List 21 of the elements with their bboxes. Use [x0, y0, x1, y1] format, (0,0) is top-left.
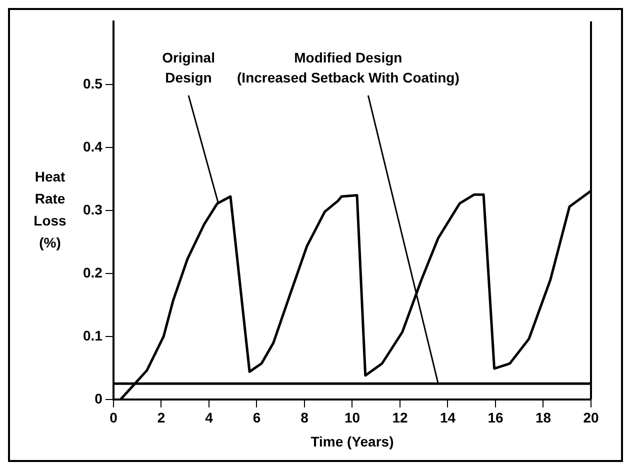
x-tick-label: 6 — [252, 410, 261, 426]
x-tick-label: 14 — [440, 410, 456, 426]
x-tick-label: 16 — [488, 410, 504, 426]
y-tick-label: 0.3 — [82, 201, 103, 218]
y-axis-title: Heat Rate Loss (%) — [34, 168, 67, 250]
annotation: Original Design — [162, 49, 215, 86]
x-tick-label: 8 — [300, 410, 309, 426]
y-tick-label: 0.5 — [82, 75, 103, 92]
x-axis-title: Time (Years) — [310, 433, 394, 450]
x-tick-label: 2 — [157, 410, 166, 426]
x-tick-label: 20 — [583, 410, 599, 426]
y-tick-label: 0.4 — [82, 138, 103, 154]
y-tick-label: 0 — [94, 390, 103, 406]
x-tick-label: 0 — [110, 410, 118, 426]
x-tick-label: 4 — [205, 410, 214, 426]
annotation: Modified Design (Increased Setback With Coating) — [237, 49, 460, 86]
x-tick-label: 18 — [535, 410, 552, 426]
y-tick-label: 0.1 — [82, 327, 103, 344]
x-tick-label: 12 — [392, 410, 408, 426]
x-tick-label: 10 — [344, 410, 360, 426]
y-tick-label: 0.2 — [82, 264, 103, 280]
